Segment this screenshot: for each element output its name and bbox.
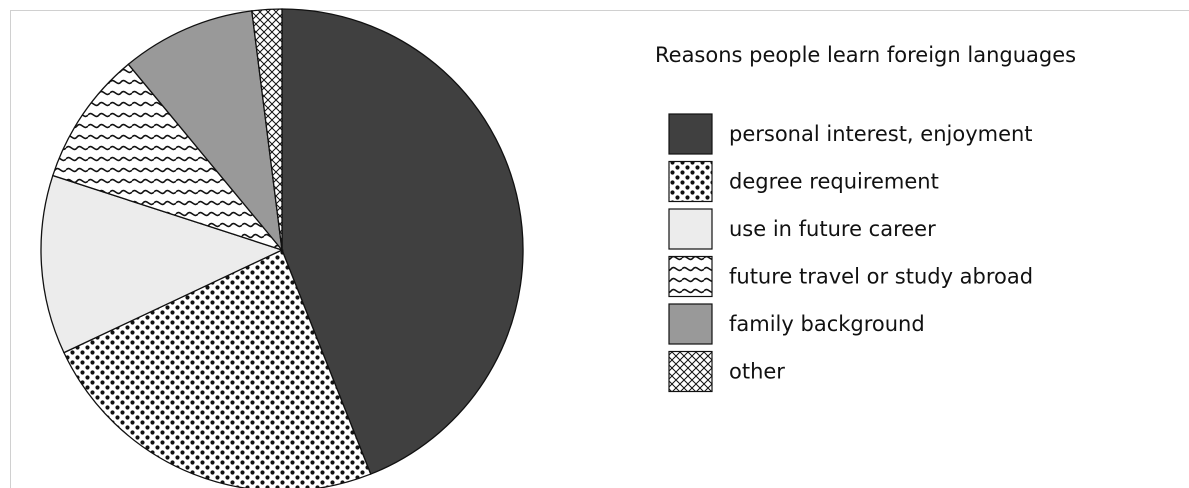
- pie-slice-family-background: [127, 10, 283, 253]
- legend-label: use in future career: [729, 217, 936, 241]
- pie-slice-other: [251, 8, 283, 251]
- legend-swatch: [668, 303, 713, 345]
- pie-slices: [40, 8, 524, 488]
- legend-swatch: [668, 113, 713, 155]
- chart-frame: [10, 10, 1189, 488]
- chart-title: Reasons people learn foreign languages: [655, 43, 1076, 67]
- legend-label: other: [729, 360, 785, 384]
- pie-slice-use-in-future-career: [40, 174, 284, 354]
- legend-label: personal interest, enjoyment: [729, 122, 1033, 146]
- legend-swatch: [668, 208, 713, 250]
- pie-slice-degree-requirement: [63, 249, 372, 488]
- legend-swatch: [668, 350, 713, 393]
- legend-label: family background: [729, 312, 925, 336]
- legend: Reasons people learn foreign languages p…: [655, 43, 1076, 393]
- legend-swatch: [668, 160, 713, 203]
- legend-label: degree requirement: [729, 170, 939, 194]
- legend-swatch: [668, 255, 713, 298]
- pie-slice-future-travel-or-study-abroad: [51, 63, 284, 252]
- pie-slice-personal-interest-enjoyment: [281, 8, 524, 475]
- legend-label: future travel or study abroad: [729, 265, 1033, 289]
